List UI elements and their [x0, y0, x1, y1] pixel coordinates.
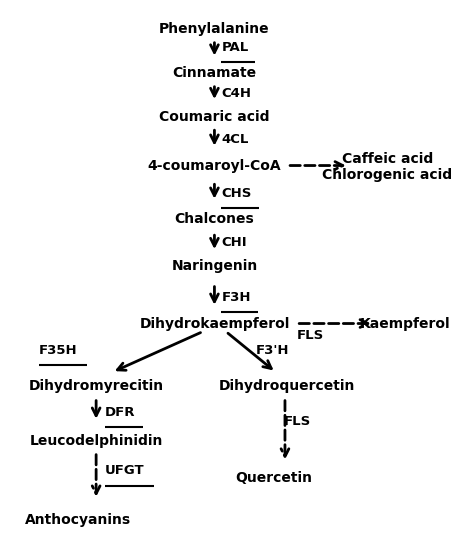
Text: UFGT: UFGT	[105, 464, 145, 477]
Text: 4CL: 4CL	[221, 133, 249, 146]
Text: 4-coumaroyl-CoA: 4-coumaroyl-CoA	[147, 159, 281, 173]
Text: F3'H: F3'H	[255, 344, 289, 357]
Text: Dihydrokaempferol: Dihydrokaempferol	[139, 316, 290, 331]
Text: FLS: FLS	[283, 415, 311, 428]
Text: PAL: PAL	[221, 41, 248, 54]
Text: Chalcones: Chalcones	[174, 212, 255, 226]
Text: Dihydromyrecitin: Dihydromyrecitin	[28, 379, 164, 393]
Text: DFR: DFR	[105, 406, 136, 419]
Text: CHS: CHS	[221, 187, 252, 200]
Text: Naringenin: Naringenin	[171, 259, 257, 273]
Text: C4H: C4H	[221, 88, 251, 101]
Text: Quercetin: Quercetin	[235, 471, 312, 485]
Text: Phenylalanine: Phenylalanine	[159, 22, 270, 36]
Text: Cinnamate: Cinnamate	[173, 67, 256, 80]
Text: Dihydroquercetin: Dihydroquercetin	[219, 379, 356, 393]
Text: CHI: CHI	[221, 236, 247, 249]
Text: Caffeic acid: Caffeic acid	[342, 152, 433, 166]
Text: FLS: FLS	[296, 329, 324, 342]
Text: Coumaric acid: Coumaric acid	[159, 110, 270, 124]
Text: F35H: F35H	[39, 344, 78, 357]
Text: Kaempferol: Kaempferol	[360, 316, 451, 331]
Text: Leucodelphinidin: Leucodelphinidin	[29, 434, 163, 448]
Text: Chlorogenic acid: Chlorogenic acid	[322, 168, 452, 182]
Text: F3H: F3H	[221, 291, 251, 304]
Text: Anthocyanins: Anthocyanins	[25, 513, 131, 527]
